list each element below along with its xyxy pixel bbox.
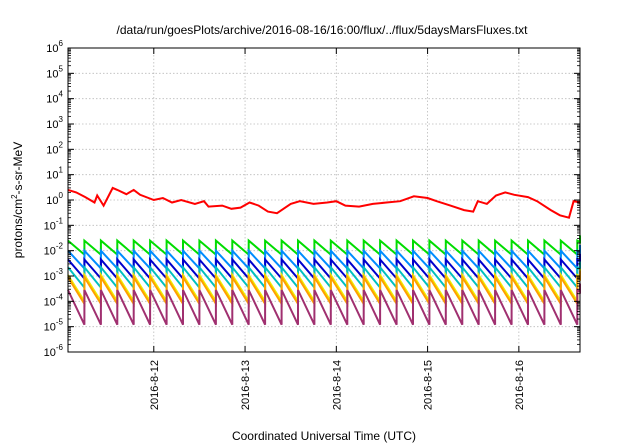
series-line-3 <box>67 245 581 271</box>
x-tick-label: 2016-8-16 <box>514 360 526 410</box>
y-tick-label: 101 <box>46 166 63 182</box>
y-axis: 10-6 10-5 10-4 10-3 10-2 10-1 100 101 102 103 104 1… <box>44 39 580 359</box>
y-tick-label: 10-5 <box>44 318 64 334</box>
chart-title: /data/run/goesPlots/archive/2016-08-16/1… <box>117 23 529 37</box>
x-tick-label: 2016-8-15 <box>423 360 435 410</box>
y-tick-label: 106 <box>46 39 63 55</box>
y-axis-label-sup: 2 <box>10 194 19 199</box>
y-tick-label: 10-6 <box>44 343 64 359</box>
series-line-7 <box>67 270 581 308</box>
x-tick-label: 2016-8-13 <box>240 360 252 410</box>
y-tick-label: 105 <box>46 64 63 80</box>
series-line-5 <box>67 261 581 291</box>
series-line-8 <box>67 283 581 326</box>
y-tick-label: 100 <box>46 191 63 207</box>
y-axis-label: protons/cm2-s-sr-MeV <box>10 142 25 258</box>
y-tick-label: 10-3 <box>44 267 64 283</box>
y-tick-label: 10-2 <box>44 242 64 258</box>
y-tick-label: 102 <box>46 140 63 156</box>
series-line-2 <box>67 235 581 257</box>
x-axis-label: Coordinated Universal Time (UTC) <box>232 429 416 443</box>
series-line-6 <box>67 268 581 305</box>
x-axis: 2016-8-12 2016-8-13 2016-8-14 2016-8-15 2016… <box>149 48 526 410</box>
y-tick-label: 10-1 <box>44 216 64 232</box>
series-layer <box>67 186 581 326</box>
series-line-1 <box>67 186 581 219</box>
y-tick-label: 104 <box>46 90 63 106</box>
x-tick-label: 2016-8-12 <box>149 360 161 410</box>
y-axis-label-main: protons/cm <box>11 199 25 258</box>
x-tick-label: 2016-8-14 <box>331 360 343 410</box>
series-line-4 <box>67 253 581 282</box>
y-tick-label: 10-4 <box>44 292 64 308</box>
y-tick-label: 103 <box>46 115 63 131</box>
y-axis-label-rest: -s-sr-MeV <box>11 142 25 195</box>
